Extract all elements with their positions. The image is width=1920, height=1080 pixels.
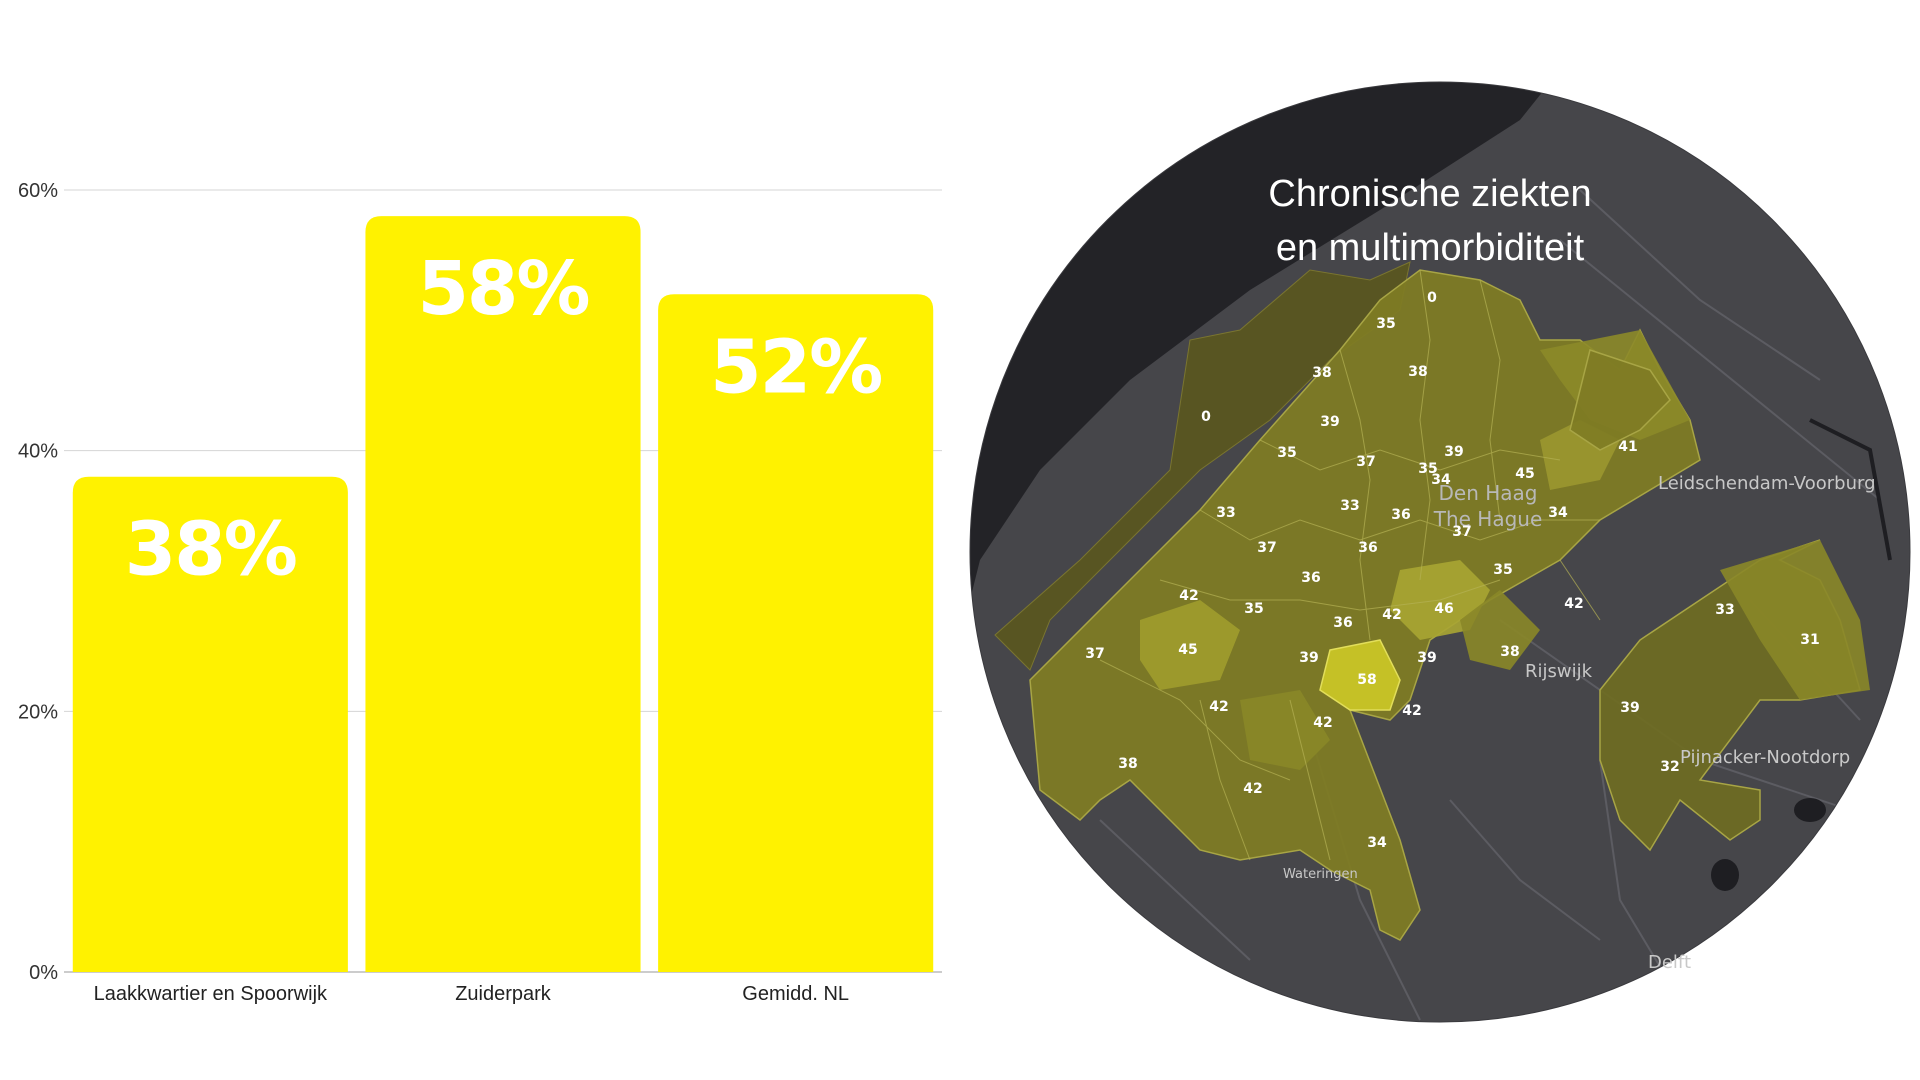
city-label-the-hague: The Hague: [1433, 507, 1543, 531]
y-tick-label: 0%: [29, 962, 58, 984]
y-tick-label: 20%: [18, 701, 58, 723]
y-axis-ticks: 0% 20% 40% 60%: [18, 180, 58, 984]
area-value-label: 38: [1408, 364, 1427, 380]
place-label-wateringen: Wateringen: [1283, 867, 1358, 882]
area-value-label: 39: [1320, 414, 1339, 430]
area-value-label: 39: [1620, 700, 1639, 716]
area-value-label: 36: [1358, 540, 1377, 556]
area-value-label: 37: [1257, 540, 1276, 556]
area-value-label: 0: [1201, 409, 1211, 425]
map-title-line2: en multimorbiditeit: [1276, 227, 1585, 269]
bar-value-label: 52%: [710, 324, 881, 410]
bar-value-label: 38%: [125, 507, 296, 593]
category-label: Zuiderpark: [455, 983, 552, 1005]
y-tick-label: 60%: [18, 180, 58, 202]
area-value-label: 38: [1118, 756, 1137, 772]
place-label-pijnacker-nootdorp: Pijnacker-Nootdorp: [1680, 747, 1850, 768]
category-label: Gemidd. NL: [742, 983, 849, 1005]
bar-value-labels: 38% 58% 52%: [125, 246, 883, 593]
area-value-label: 34: [1548, 505, 1568, 521]
area-value-label: 42: [1179, 588, 1198, 604]
area-value-label: 42: [1209, 699, 1228, 715]
area-value-label: 31: [1800, 632, 1819, 648]
area-value-label: 36: [1301, 570, 1320, 586]
bar-value-label: 58%: [417, 246, 588, 332]
map-area: [970, 82, 1910, 1022]
bar: [658, 294, 934, 972]
place-label-leidschendam-voorburg: Leidschendam-Voorburg: [1658, 473, 1876, 494]
area-value-label: 34: [1431, 472, 1451, 488]
district-shading: [1720, 540, 1870, 700]
area-value-label: 35: [1418, 461, 1437, 477]
area-value-label: 35: [1376, 316, 1395, 332]
area-value-label: 38: [1500, 644, 1519, 660]
area-value-label: 58: [1357, 672, 1376, 688]
area-value-label: 37: [1085, 646, 1104, 662]
area-value-label: 39: [1444, 444, 1463, 460]
area-value-label: 39: [1417, 650, 1436, 666]
category-label: Laakkwartier en Spoorwijk: [94, 983, 328, 1005]
area-value-label: 35: [1277, 445, 1296, 461]
area-value-label: 42: [1382, 607, 1401, 623]
area-value-label: 38: [1312, 365, 1331, 381]
lake: [1711, 859, 1739, 891]
area-value-label: 33: [1216, 505, 1235, 521]
bars: [72, 216, 934, 973]
city-label-den-haag: Den Haag: [1439, 481, 1538, 505]
y-tick-label: 40%: [18, 441, 58, 463]
area-value-label: 46: [1434, 601, 1453, 617]
map-frame: [969, 81, 1911, 1023]
area-value-label: 37: [1452, 524, 1471, 540]
place-label-rijswijk: Rijswijk: [1525, 661, 1593, 682]
area-value-label: 0: [1427, 290, 1437, 306]
area-value-label: 42: [1313, 715, 1332, 731]
place-label-delft: Delft: [1648, 952, 1691, 973]
bar: [72, 476, 348, 972]
area-value-label: 45: [1515, 466, 1534, 482]
area-value-label: 33: [1715, 602, 1734, 618]
area-value-label: 35: [1244, 601, 1263, 617]
rail-line: [1809, 418, 1892, 561]
area-value-label: 35: [1493, 562, 1512, 578]
area-value-label: 36: [1333, 615, 1352, 631]
bar: [365, 216, 641, 973]
bar-chart: 0% 20% 40% 60% 38% 58% 52% Laakkwartier en Sp…: [18, 180, 942, 1005]
area-value-label: 33: [1340, 498, 1359, 514]
lake: [1794, 798, 1826, 822]
area-value-label: 42: [1402, 703, 1421, 719]
area-value-label: 42: [1564, 596, 1583, 612]
category-labels: Laakkwartier en Spoorwijk Zuiderpark Gemid…: [94, 983, 849, 1005]
district-borders: [1099, 269, 1601, 861]
leidschendam-area: [1569, 349, 1671, 451]
map-title-line1: Chronische ziekten: [1268, 173, 1591, 215]
area-value-label: 32: [1660, 759, 1679, 775]
area-value-label: 41: [1618, 439, 1637, 455]
area-value-label: 36: [1391, 507, 1410, 523]
area-value-label: 37: [1356, 454, 1375, 470]
area-value-label: 34: [1367, 835, 1387, 851]
area-value-label: 45: [1178, 642, 1197, 658]
area-value-label: 42: [1243, 781, 1262, 797]
area-value-label: 39: [1299, 650, 1318, 666]
